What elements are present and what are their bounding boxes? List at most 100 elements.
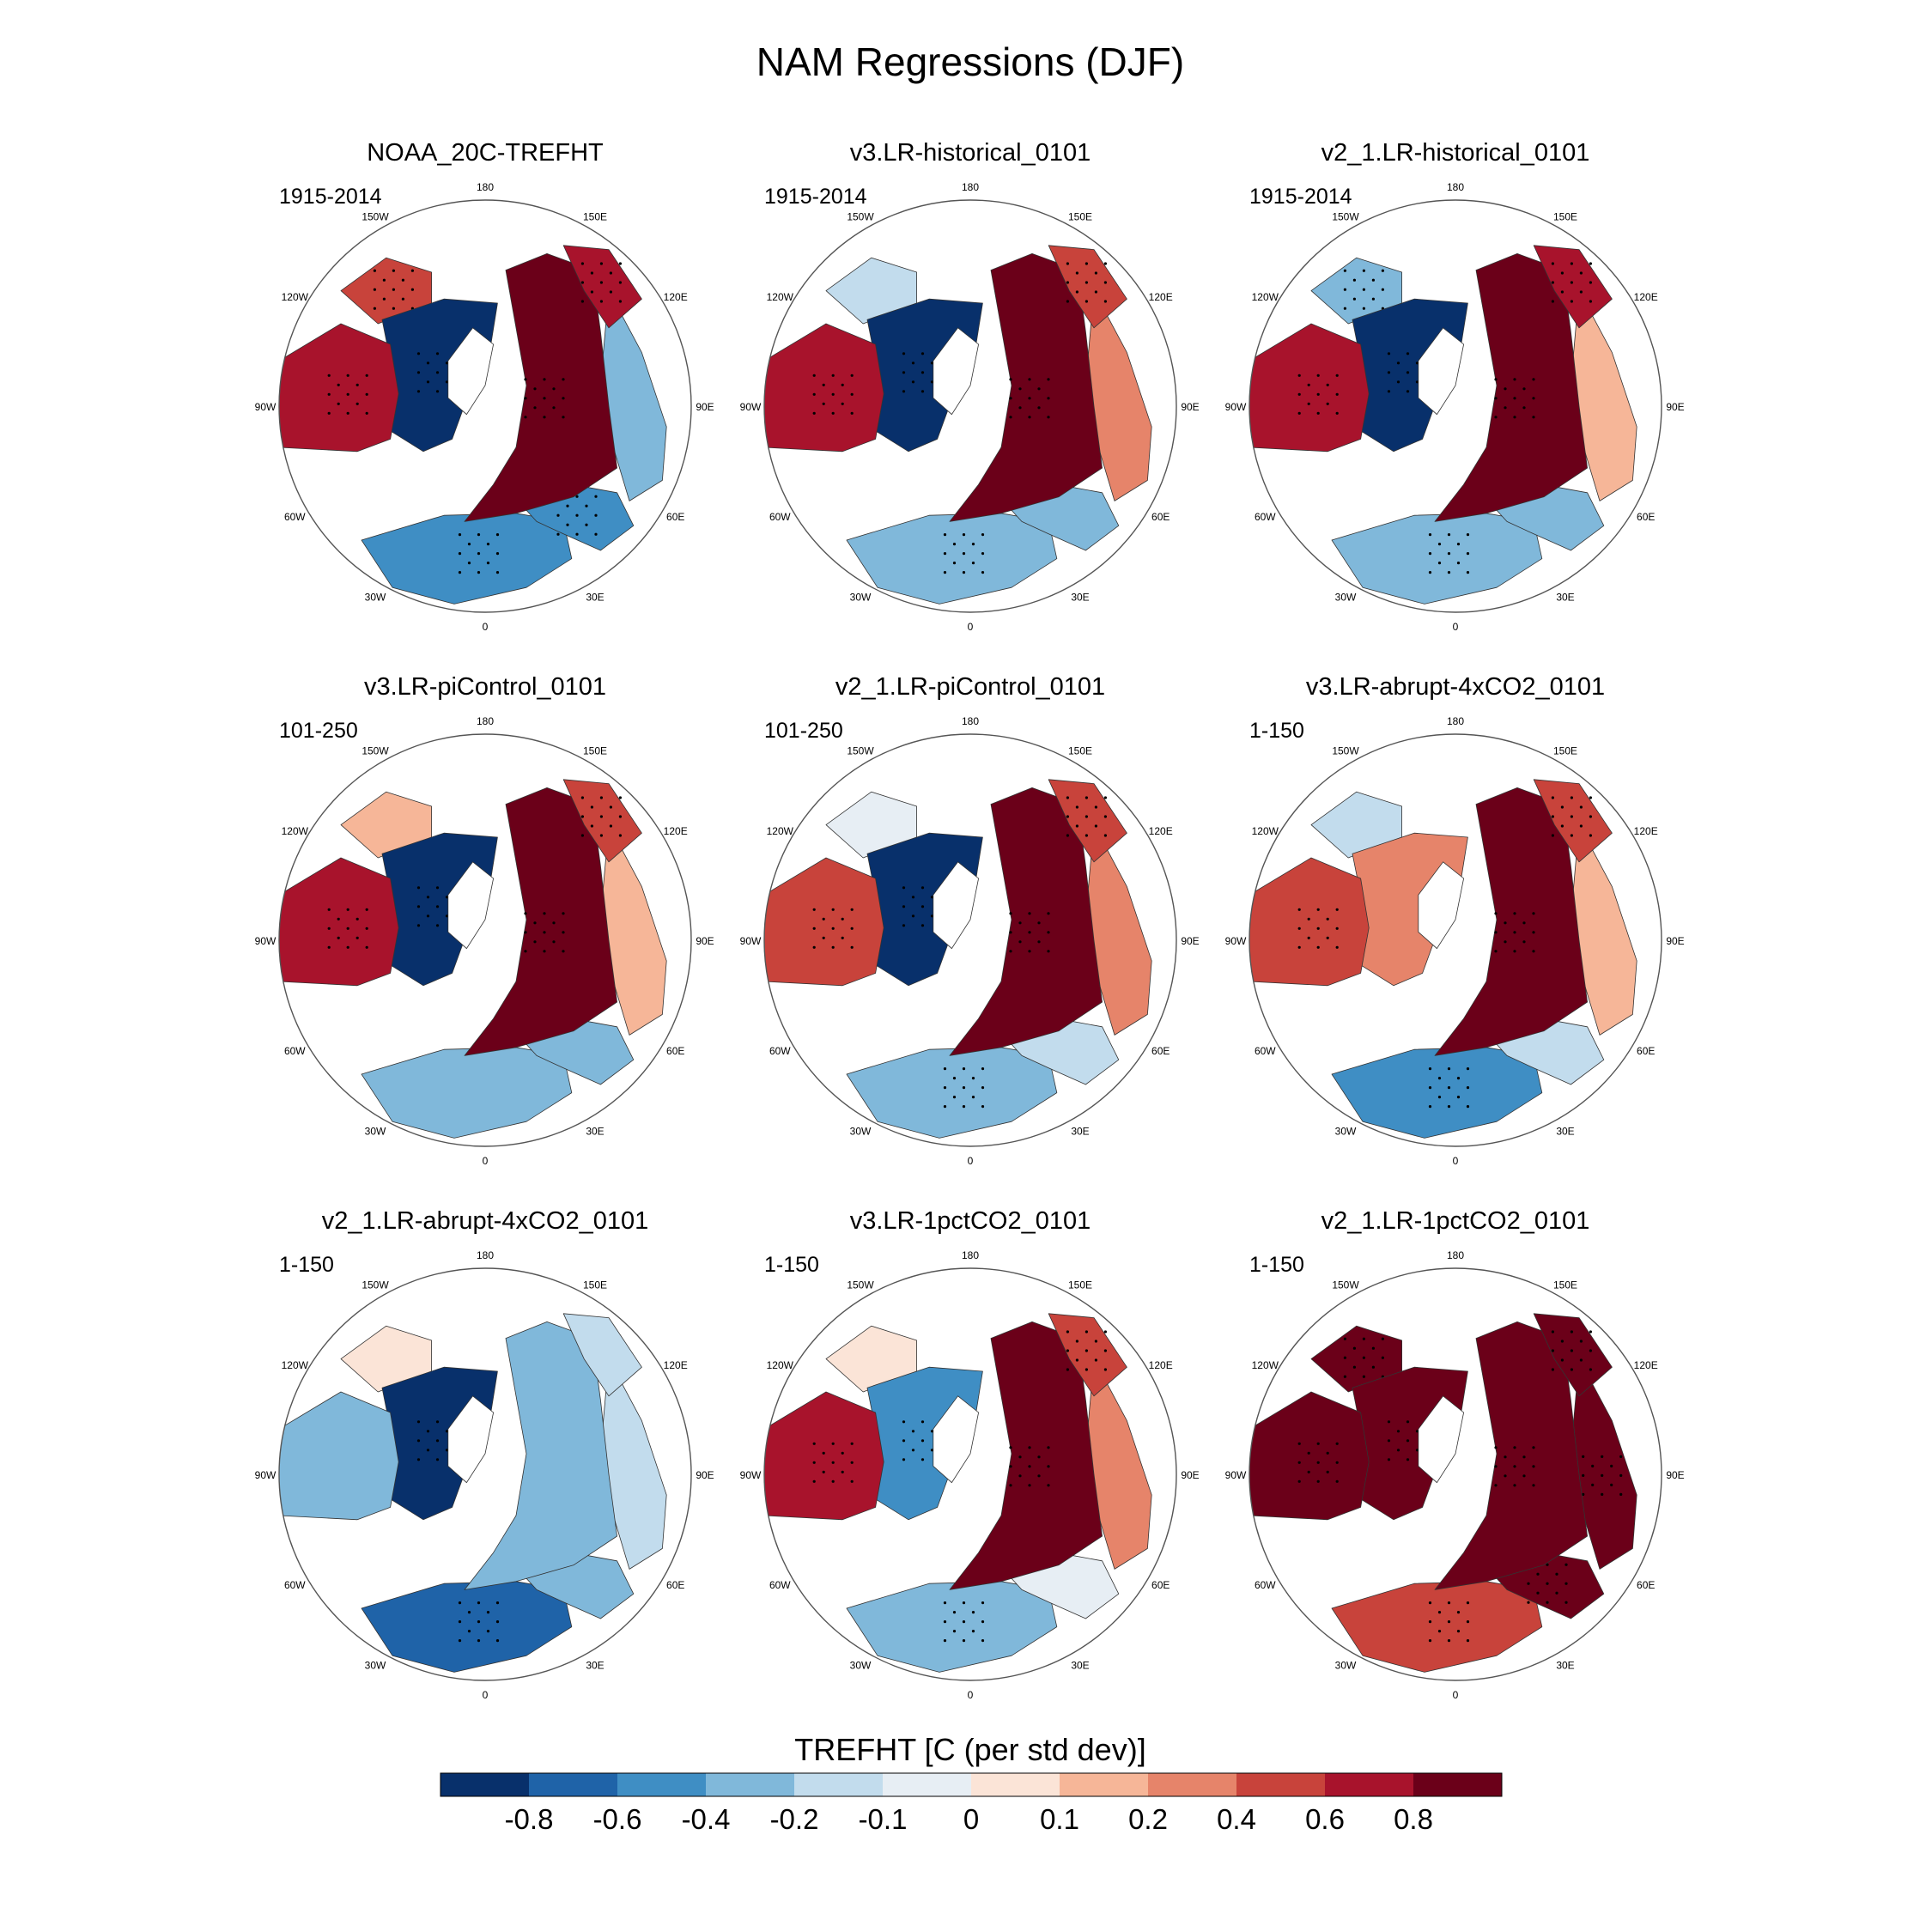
significance-dot [543, 931, 546, 934]
map-panel: v2_1.LR-1pctCO2_0101 1-150 180 150E 120E 90E 6… [1225, 1207, 1685, 1701]
significance-dot [1343, 1356, 1346, 1359]
significance-dot [355, 917, 359, 920]
longitude-label: 30W [850, 592, 872, 604]
significance-dot [1570, 262, 1573, 265]
significance-dot [902, 1420, 906, 1424]
main-title: NAM Regressions (DJF) [756, 39, 1184, 84]
significance-dot [1406, 1439, 1410, 1443]
significance-dot [971, 1611, 975, 1614]
significance-dot [346, 927, 349, 930]
significance-dot [971, 1077, 975, 1080]
significance-dot [930, 896, 934, 899]
longitude-label: 180 [962, 715, 979, 727]
significance-dot [1075, 290, 1078, 294]
significance-dot [981, 1105, 985, 1109]
significance-dot [962, 1601, 966, 1605]
significance-dot [1428, 1105, 1432, 1109]
significance-dot [1066, 1368, 1069, 1371]
significance-dot [1428, 1601, 1432, 1605]
significance-dot [392, 288, 395, 291]
significance-dot [1066, 796, 1069, 799]
longitude-label: 120E [1149, 825, 1173, 837]
significance-dot [1037, 387, 1041, 391]
significance-dot [1551, 815, 1554, 818]
significance-dot [1396, 361, 1400, 365]
significance-dot [1335, 374, 1339, 377]
map-boundary [278, 1267, 692, 1681]
significance-dot [1009, 378, 1012, 381]
longitude-label: 150W [361, 744, 389, 756]
longitude-label: 60W [769, 1045, 791, 1057]
longitude-label: 180 [477, 181, 494, 193]
significance-dot [575, 532, 579, 536]
significance-dot [445, 361, 449, 365]
significance-dot [1456, 1077, 1461, 1080]
significance-dot [590, 805, 594, 809]
longitude-label: 90E [1666, 935, 1684, 947]
colorbar-swatch [971, 1773, 1060, 1796]
significance-dot [1555, 1572, 1558, 1576]
significance-dot [618, 796, 623, 799]
significance-dot [952, 562, 957, 565]
significance-dot [426, 361, 430, 365]
region-siberia [1048, 779, 1127, 863]
significance-dot [543, 950, 546, 953]
significance-dot [1066, 815, 1069, 818]
significance-dot [524, 950, 527, 953]
colorbar-frame [440, 1772, 1503, 1797]
significance-dot [543, 912, 546, 915]
significance-dot [599, 796, 604, 799]
longitude-label: 90W [1225, 401, 1247, 413]
significance-dot [920, 1439, 925, 1443]
longitude-label: 60W [1255, 511, 1276, 523]
significance-dot [1335, 908, 1339, 911]
significance-dot [962, 1620, 966, 1624]
significance-dot [1579, 824, 1583, 828]
significance-dot [533, 406, 537, 410]
significance-dot [831, 1479, 835, 1483]
longitude-label: 0 [483, 1689, 489, 1701]
map-field [279, 1268, 691, 1680]
significance-dot [1466, 1105, 1470, 1109]
significance-dot [1466, 533, 1470, 537]
significance-dot [416, 390, 421, 393]
significance-dot [920, 1420, 925, 1424]
significance-dot [355, 936, 359, 939]
significance-dot [1103, 1368, 1107, 1371]
significance-dot [1589, 1330, 1592, 1334]
significance-dot [902, 886, 906, 890]
significance-dot [365, 411, 368, 415]
significance-dot [981, 571, 985, 574]
significance-dot [1103, 300, 1107, 303]
significance-dot [1456, 1630, 1461, 1633]
longitude-label: 30E [586, 592, 604, 604]
significance-dot [962, 533, 966, 537]
significance-dot [1037, 1455, 1041, 1459]
significance-dot [981, 1086, 985, 1090]
significance-dot [1018, 921, 1022, 925]
significance-dot [1297, 392, 1301, 396]
significance-dot [1028, 931, 1031, 934]
panel-title: v2_1.LR-piControl_0101 [835, 673, 1105, 701]
colorbar-swatch [440, 1773, 529, 1796]
significance-dot [401, 278, 404, 282]
significance-dot [1601, 1455, 1604, 1458]
significance-dot [850, 908, 854, 911]
map-boundary [278, 199, 692, 613]
longitude-label: 120E [664, 1359, 688, 1371]
longitude-label: 180 [1447, 715, 1464, 727]
significance-dot [609, 805, 613, 809]
significance-dot [392, 307, 395, 310]
significance-dot [467, 562, 471, 565]
longitude-label: 120E [664, 291, 688, 303]
longitude-label: 150W [1332, 1279, 1359, 1291]
significance-dot [1028, 950, 1031, 953]
significance-dot [1316, 411, 1320, 415]
significance-dot [831, 908, 835, 911]
significance-dot [1564, 1582, 1568, 1585]
significance-dot [327, 908, 331, 911]
longitude-label: 150W [361, 210, 389, 222]
significance-dot [1387, 1439, 1391, 1443]
longitude-label: 60W [284, 511, 306, 523]
significance-dot [902, 924, 906, 927]
